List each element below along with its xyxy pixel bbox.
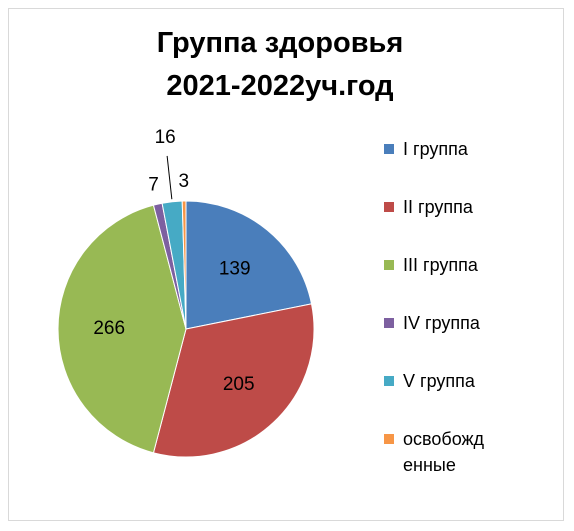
legend-swatch — [384, 144, 394, 154]
legend-label: III группа — [403, 255, 478, 275]
legend-item: I группа — [384, 136, 494, 162]
chart-title: Группа здоровья 2021-2022уч.год — [156, 27, 404, 102]
legend-item: IV группа — [384, 310, 494, 336]
legend-label: II группа — [403, 197, 473, 217]
data-label: 16 — [155, 127, 176, 148]
legend-label: V группа — [403, 371, 475, 391]
chart-frame — [8, 8, 564, 521]
legend-item: II группа — [384, 194, 494, 220]
legend-swatch — [384, 318, 394, 328]
legend-swatch — [384, 260, 394, 270]
legend-item: освобожденные — [384, 426, 494, 478]
leader-line — [166, 155, 173, 200]
pie-slice — [152, 303, 315, 458]
pie-slice — [57, 204, 187, 454]
legend-label: I группа — [403, 139, 468, 159]
data-label: 7 — [148, 174, 159, 195]
legend-swatch — [384, 434, 394, 444]
pie-slice — [181, 200, 187, 330]
data-label: 3 — [179, 171, 190, 192]
data-label: 205 — [223, 374, 255, 395]
data-label: 266 — [93, 318, 125, 339]
legend-swatch — [384, 202, 394, 212]
legend-label: IV группа — [403, 313, 480, 333]
legend-label: освобожденные — [403, 429, 485, 475]
legend-item: III группа — [384, 252, 494, 278]
legend-item: V группа — [384, 368, 494, 394]
data-label: 139 — [219, 259, 251, 280]
legend-swatch — [384, 376, 394, 386]
pie-slice — [185, 200, 313, 330]
